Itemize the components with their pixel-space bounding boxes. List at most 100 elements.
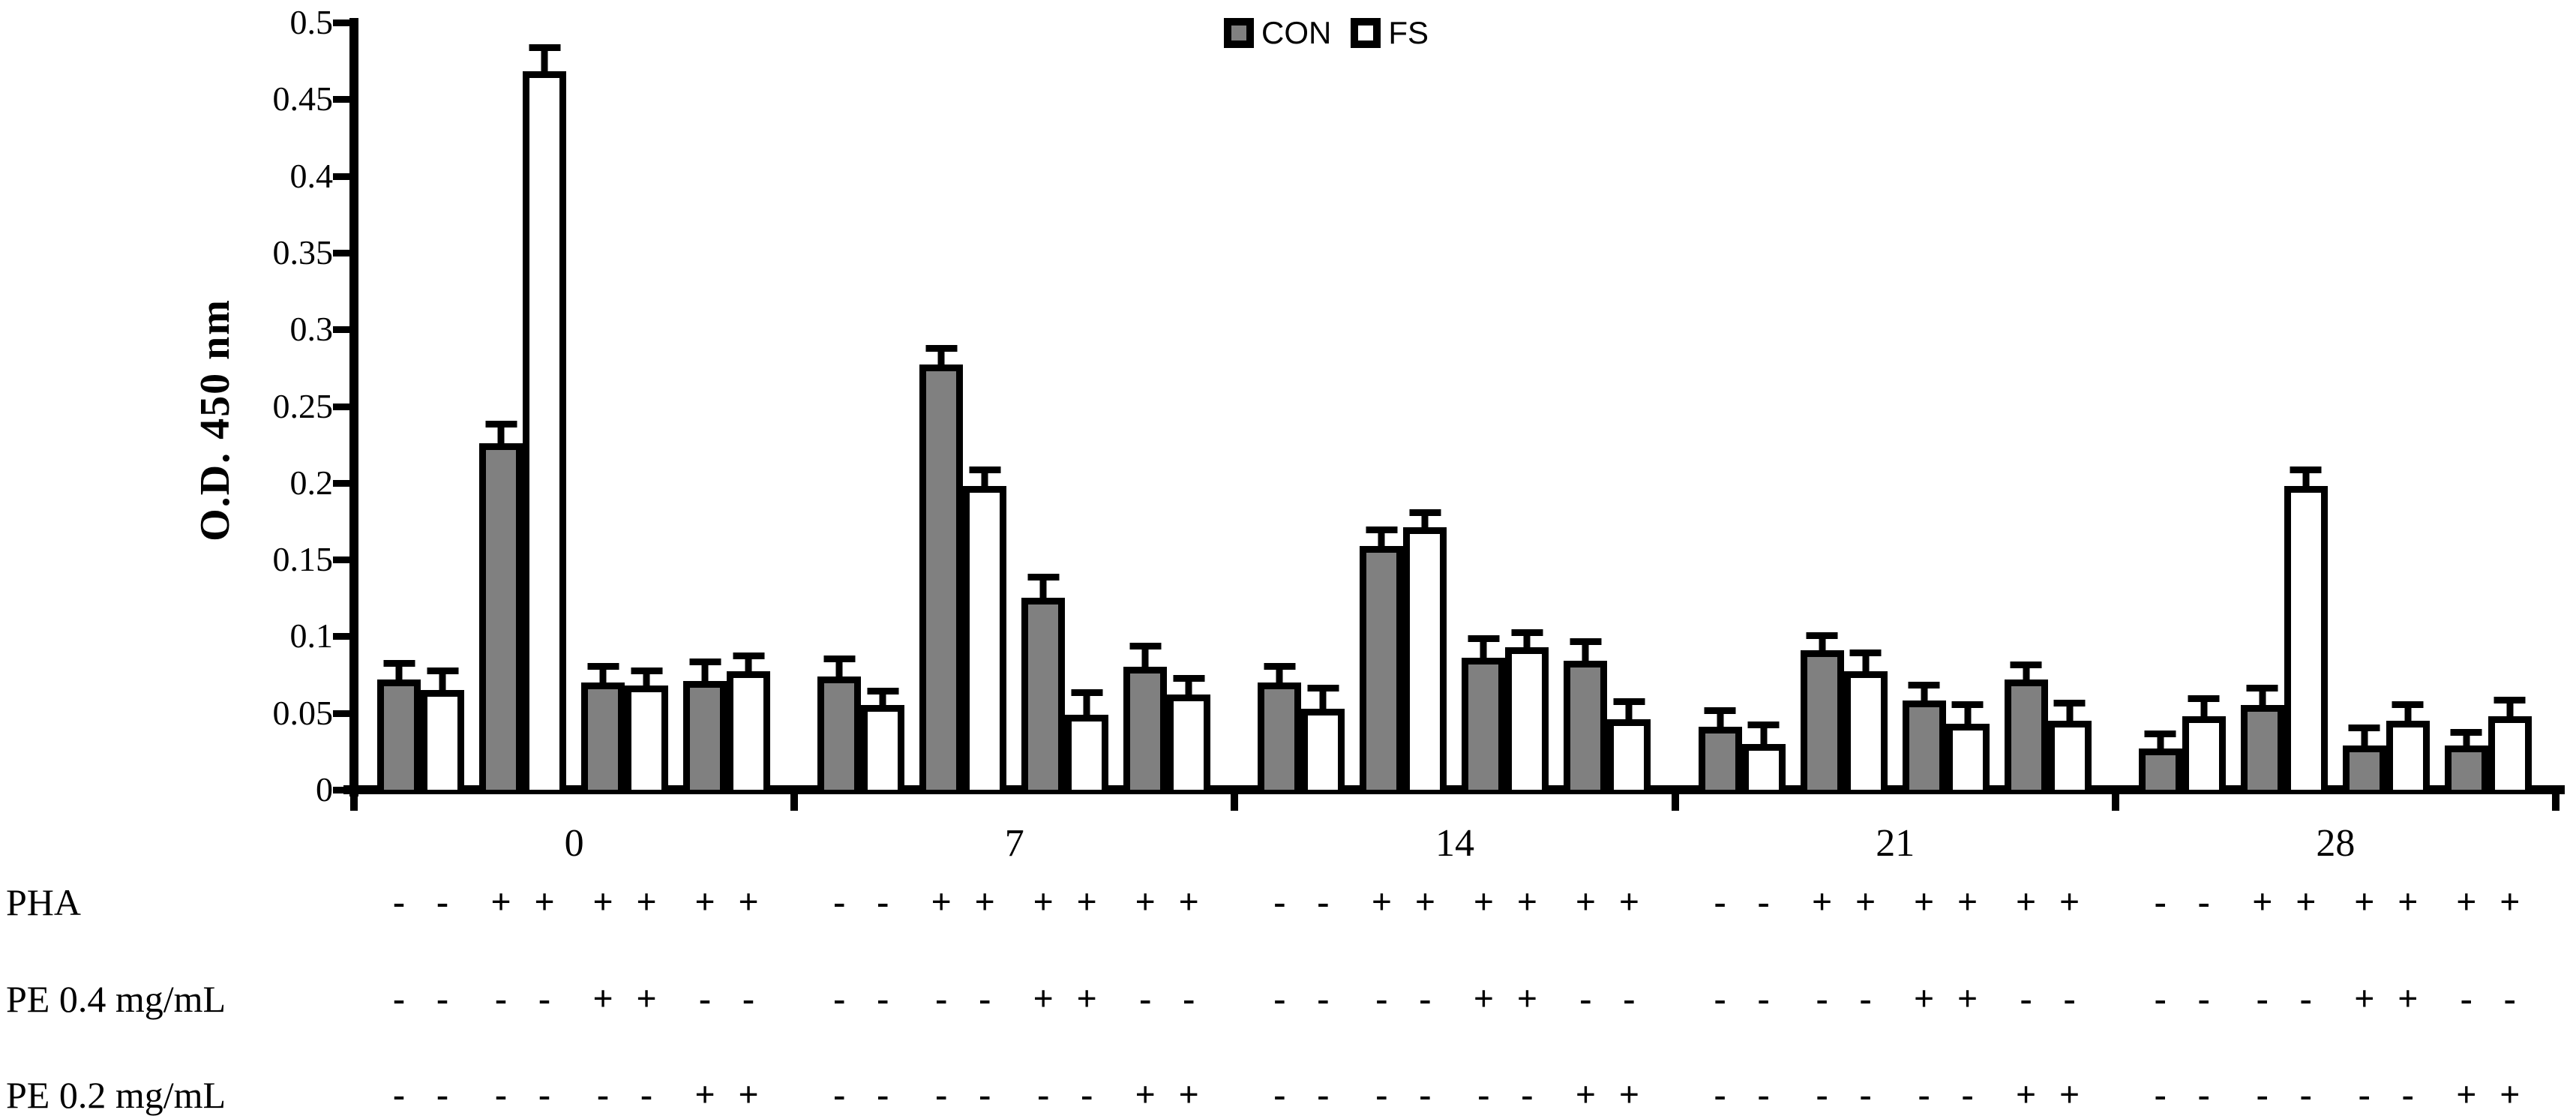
sign-pair: + + (1462, 978, 1549, 1020)
sign-pair: -- (479, 1074, 566, 1116)
bar-con (1462, 635, 1506, 790)
bar-pair (2444, 697, 2532, 790)
sign-pair: -- (817, 978, 904, 1020)
y-tick-mark (333, 249, 351, 256)
sign-cell: + (636, 882, 657, 922)
error-bar-cap (2188, 694, 2220, 702)
sign-pair: + + (2445, 1074, 2532, 1116)
sign-pair: + + (1123, 1074, 1210, 1116)
bar-fs (727, 652, 770, 790)
bar-fs (1167, 675, 1211, 790)
x-tick-mark (1231, 790, 1239, 811)
error-bar (2053, 700, 2086, 728)
x-tick-mark (2552, 790, 2560, 811)
bar-pair (919, 345, 1007, 790)
sign-pair: -- (1258, 881, 1345, 923)
bar-fs (1607, 698, 1651, 790)
sign-pair: -- (1801, 978, 1888, 1020)
y-tick-label: 0.05 (272, 693, 334, 732)
sign-cell: + (1957, 979, 1978, 1018)
bar-fs (1945, 701, 1990, 790)
error-bar-cap (2144, 730, 2176, 738)
sign-cell: - (1477, 1075, 1490, 1114)
sign-cell: - (1714, 1075, 1726, 1114)
sign-pair: -- (919, 1074, 1006, 1116)
sign-cell: - (2154, 882, 2167, 922)
bar-pair (2342, 701, 2430, 790)
error-bar (2246, 684, 2278, 712)
legend-label-fs: FS (1388, 15, 1429, 50)
sign-cell: + (1371, 882, 1393, 922)
sign-cell: + (1575, 1075, 1597, 1114)
sign-cell: + (1178, 1075, 1199, 1114)
sign-pair: -- (1699, 881, 1786, 923)
sign-cell: - (833, 979, 846, 1018)
x-group-label: 14 (1435, 822, 1474, 865)
bar-con (1021, 574, 1066, 790)
sign-cell: - (538, 1075, 550, 1114)
error-bar-cap (689, 658, 721, 665)
error-bar (1409, 509, 1441, 535)
bar-pair (1698, 707, 1786, 790)
y-tick-label: 0.5 (289, 3, 334, 41)
error-bar (733, 652, 764, 679)
bar-fs (2386, 701, 2430, 790)
sign-cell: + (2059, 882, 2080, 922)
sign-cell: + (1913, 882, 1935, 922)
sign-cell: - (436, 882, 448, 922)
legend: CON FS (1224, 15, 1429, 51)
sign-pair: -- (919, 978, 1006, 1020)
sign-cell: + (2456, 1075, 2477, 1114)
error-bar-cap (2010, 661, 2042, 668)
error-bar (2010, 661, 2042, 686)
sign-pair: -- (2139, 881, 2226, 923)
error-bar-cap (2494, 697, 2526, 704)
error-bar-cap (2450, 728, 2482, 736)
bar-pair (479, 44, 566, 790)
sign-cell: - (393, 1075, 405, 1114)
sign-cell: + (2456, 882, 2477, 922)
sign-cell: + (1913, 979, 1935, 1018)
error-bar (1468, 635, 1500, 665)
bar-con (1564, 638, 1608, 790)
y-tick-label: 0.25 (272, 386, 334, 425)
sign-cell: - (1757, 979, 1770, 1018)
bar-con (683, 658, 727, 790)
sign-pair: + + (1123, 881, 1210, 923)
bar-pair (377, 659, 464, 790)
error-bar-cap (1129, 643, 1162, 650)
sign-pair: -- (683, 978, 770, 1020)
sign-cell: - (1816, 979, 1828, 1018)
error-bar-cap (1071, 688, 1103, 696)
bar-fs (1403, 509, 1447, 790)
bar-con (919, 345, 964, 790)
fs-swatch-icon (1351, 18, 1381, 48)
y-tick-label: 0.4 (289, 156, 334, 195)
error-bar (1747, 721, 1780, 751)
sign-cell: + (1516, 979, 1538, 1018)
sign-row-pha-day7: - - + + + + + + (817, 881, 1210, 923)
error-bar (2290, 466, 2322, 493)
sign-cell: + (2059, 1075, 2080, 1114)
sign-cell: - (538, 979, 550, 1018)
error-bar (1027, 574, 1060, 605)
error-bar (1570, 638, 1602, 668)
sign-cell: + (1135, 1075, 1156, 1114)
sign-cell: + (2354, 979, 2375, 1018)
error-bar-cap (1173, 675, 1205, 682)
error-bar-cap (1468, 635, 1500, 643)
y-tick-label: 0.45 (272, 80, 334, 118)
sign-cell: - (935, 979, 948, 1018)
sign-pair: + + (1903, 978, 1990, 1020)
bar-pair (683, 652, 770, 790)
sign-cell: + (1473, 979, 1495, 1018)
sign-row-pe-0-2-mg-ml-day28: - - - - - - + + (2139, 1074, 2532, 1116)
sign-cell: + (2354, 882, 2375, 922)
y-tick-mark (333, 96, 351, 104)
bar-fs (963, 466, 1007, 790)
error-bar (1511, 629, 1543, 654)
sign-pair: + + (1360, 881, 1447, 923)
sign-cell: - (742, 979, 754, 1018)
sign-cell: - (833, 1075, 846, 1114)
sign-pair: + + (479, 881, 566, 923)
